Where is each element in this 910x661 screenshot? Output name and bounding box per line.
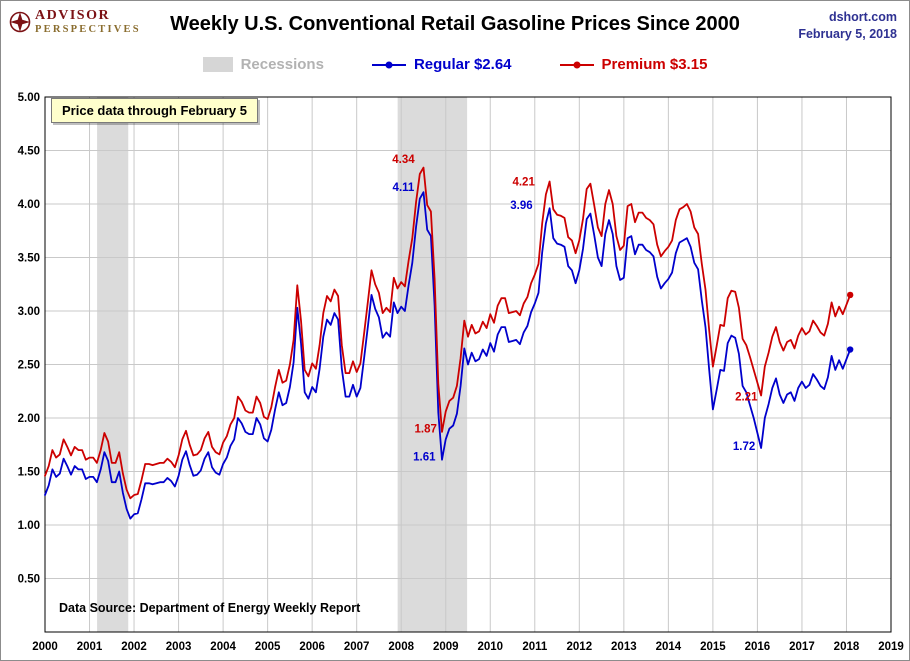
- legend-premium-label: Premium $3.15: [601, 56, 708, 73]
- chart-annotation: 4.34: [392, 154, 415, 166]
- regular-series-end-dot: [846, 346, 854, 353]
- y-axis-tick-label: 3.50: [18, 253, 40, 265]
- x-axis-tick-label: 2019: [878, 641, 904, 653]
- y-axis-tick-label: 3.00: [18, 306, 40, 318]
- legend-item-regular: Regular $2.64: [371, 56, 512, 73]
- regular-series-line: [44, 191, 852, 520]
- x-axis-tick-label: 2011: [522, 641, 548, 653]
- x-axis-tick-label: 2000: [32, 641, 58, 653]
- x-axis-tick-label: 2003: [166, 641, 192, 653]
- plot-border: [44, 96, 892, 633]
- y-axis-tick-label: 5.00: [18, 92, 40, 104]
- legend-item-recessions: Recessions: [202, 56, 324, 73]
- chart-annotation: 1.87: [415, 424, 437, 436]
- legend-item-premium: Premium $3.15: [559, 56, 708, 73]
- report-date: February 5, 2018: [798, 26, 897, 41]
- x-axis-tick-label: 2006: [299, 641, 325, 653]
- x-axis-tick-label: 2001: [77, 641, 103, 653]
- chart-annotation: 1.61: [413, 452, 436, 464]
- advisor-perspectives-logo: ADVISOR PERSPECTIVES: [9, 8, 141, 35]
- y-axis-tick-label: 4.50: [18, 146, 40, 158]
- y-axis-tick-label: 2.00: [18, 413, 40, 425]
- data-source-note: Data Source: Department of Energy Weekly…: [59, 601, 361, 615]
- logo-text: ADVISOR PERSPECTIVES: [35, 8, 141, 35]
- price-data-note: Price data through February 5: [51, 98, 258, 123]
- compass-icon: [9, 11, 31, 33]
- x-axis-tick-label: 2009: [433, 641, 459, 653]
- chart-annotation: 4.11: [393, 182, 415, 194]
- x-axis-tick-label: 2007: [344, 641, 370, 653]
- x-axis-tick-label: 2005: [255, 641, 281, 653]
- chart-annotation: 4.21: [512, 177, 535, 189]
- x-axis-tick-label: 2010: [477, 641, 503, 653]
- x-axis-tick-label: 2012: [567, 641, 593, 653]
- premium-series-end-dot: [846, 291, 854, 299]
- x-axis-tick-label: 2002: [121, 641, 147, 653]
- logo-perspectives-text: PERSPECTIVES: [35, 23, 141, 35]
- premium-marker-dot: [573, 61, 581, 68]
- chart-annotation: 3.96: [510, 200, 532, 212]
- premium-series-line: [44, 166, 852, 500]
- site-block: dshort.com February 5, 2018: [798, 9, 897, 43]
- y-axis-tick-label: 0.50: [18, 574, 40, 586]
- logo-advisor-text: ADVISOR: [35, 8, 111, 23]
- regular-marker-dot: [385, 61, 393, 68]
- y-axis-tick-label: 2.50: [18, 360, 40, 372]
- chart-legend: Recessions Regular $2.64 Premium $3.15: [1, 56, 909, 73]
- chart-annotation: 1.72: [733, 441, 755, 453]
- x-axis-tick-label: 2015: [700, 641, 726, 653]
- x-axis-tick-label: 2016: [745, 641, 771, 653]
- y-axis-tick-label: 1.50: [18, 467, 40, 479]
- x-axis-tick-label: 2004: [210, 641, 236, 653]
- recession-band-swatch: [202, 57, 233, 72]
- legend-recessions-label: Recessions: [240, 56, 324, 73]
- x-axis-tick-label: 2014: [656, 641, 682, 653]
- y-axis-tick-label: 1.00: [18, 520, 40, 532]
- dshort-site-link[interactable]: dshort.com: [828, 10, 897, 24]
- regular-line-swatch: [371, 61, 406, 68]
- x-axis-tick-label: 2018: [834, 641, 860, 653]
- x-axis-tick-label: 2008: [388, 641, 414, 653]
- y-axis-tick-label: 4.00: [18, 199, 40, 211]
- legend-regular-label: Regular $2.64: [413, 56, 512, 73]
- x-axis-tick-label: 2017: [789, 641, 815, 653]
- x-axis-tick-label: 2013: [611, 641, 637, 653]
- premium-line-swatch: [559, 61, 594, 68]
- page-title: Weekly U.S. Conventional Retail Gasoline…: [170, 13, 740, 35]
- chart-annotation: 2.21: [735, 392, 758, 404]
